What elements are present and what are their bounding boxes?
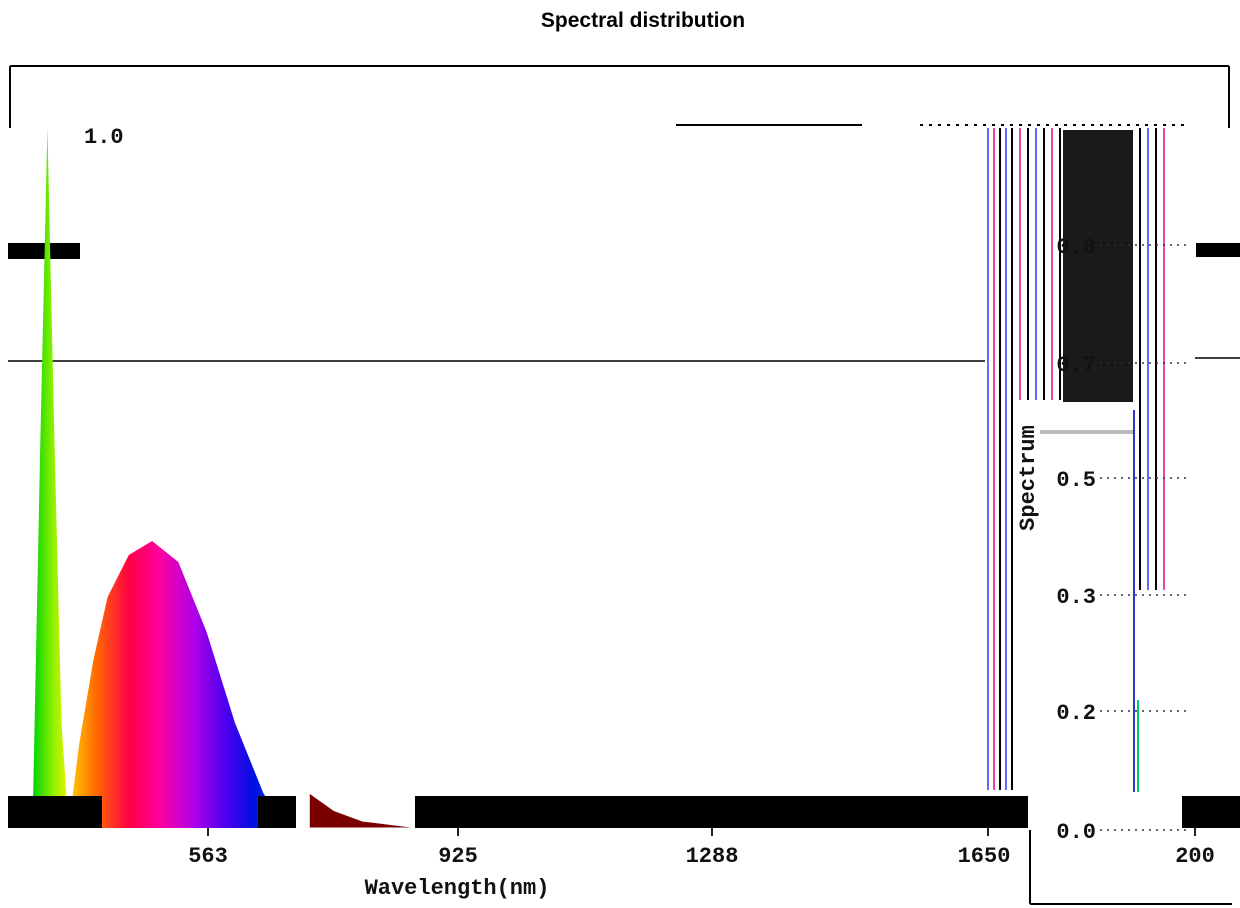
y-axis-label: Spectrum — [1016, 425, 1041, 531]
chart-title: Spectral distribution — [541, 9, 745, 32]
y-tick-label: 0.8 — [1056, 235, 1096, 260]
x-tick-label: 563 — [188, 844, 228, 869]
y-tick-label: 0.3 — [1056, 585, 1096, 610]
y-tick-label: 0.0 — [1056, 820, 1096, 845]
x-tick-label: 200 — [1175, 844, 1215, 869]
series-layer — [33, 128, 419, 828]
y-tick-label: 0.7 — [1056, 353, 1096, 378]
y-tick-label: 0.5 — [1056, 468, 1096, 493]
x-tick-label: 925 — [438, 844, 478, 869]
spectrum-area-3 — [309, 793, 419, 828]
x-tick-label: 1288 — [686, 844, 739, 869]
spectrum-area-1 — [33, 128, 68, 828]
x-tick-label: 1650 — [958, 844, 1011, 869]
y-tick-label: 0.2 — [1056, 701, 1096, 726]
spectrum-area-2 — [69, 541, 285, 828]
y-tick-label: 1.0 — [84, 125, 124, 150]
x-axis-label: Wavelength(nm) — [365, 876, 550, 901]
axis-layer: 563 925 1288 1650 200 1.0 0.8 0.7 0.5 0.3 0.2 0.0 — [84, 125, 1215, 869]
